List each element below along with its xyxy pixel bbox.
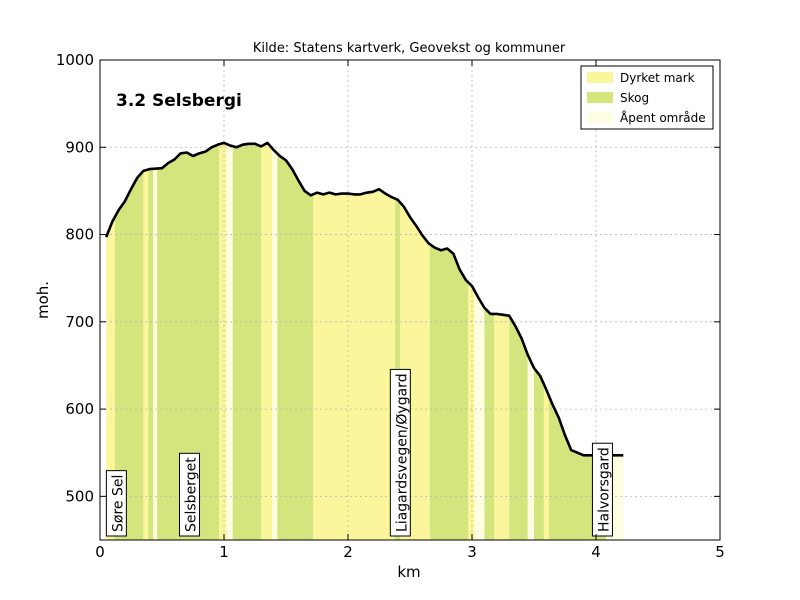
y-tick-label: 1000: [56, 51, 94, 69]
place-label-text: Søre Sel: [110, 475, 126, 532]
x-tick-label: 1: [219, 543, 229, 561]
y-tick-label: 900: [65, 138, 94, 156]
place-label-box: [591, 442, 613, 537]
landcover-band-apent: [153, 60, 158, 540]
x-tick-label: 3: [467, 543, 477, 561]
y-tick-label: 500: [65, 487, 94, 505]
place-label: Selsberget: [179, 452, 201, 537]
x-axis-label: km: [397, 563, 420, 581]
landcover-band-dyrket: [468, 60, 475, 540]
place-label: Halvorsgard: [591, 442, 613, 537]
place-label: Liagardsvegen/Øygard: [389, 368, 411, 537]
place-label-text: Selsberget: [184, 457, 200, 532]
y-tick-label: 600: [65, 400, 94, 418]
left-mask: [100, 60, 107, 540]
landcover-band-apent: [272, 60, 278, 540]
landcover-band-dyrket: [106, 60, 115, 540]
landcover-band-dyrket: [219, 60, 227, 540]
legend-label-skog: Skog: [620, 91, 649, 105]
y-axis-label: moh.: [34, 281, 52, 319]
axis-ticks: 0 1 2 3 4 5 500 600 700 800 900 1000: [56, 51, 725, 561]
x-tick-label: 5: [715, 543, 725, 561]
legend-swatch-skog: [587, 92, 613, 103]
place-labels: Søre Sel Selsberget Liagardsvegen/Øygard Ha…: [105, 368, 613, 537]
right-mask: [623, 60, 720, 540]
legend: Dyrket mark Skog Åpent område: [580, 65, 714, 130]
y-tick-label: 800: [65, 226, 94, 244]
legend-label-apent: Åpent område: [620, 110, 706, 125]
x-tick-label: 4: [591, 543, 601, 561]
place-label: Søre Sel: [105, 470, 127, 537]
chart-source-title: Kilde: Statens kartverk, Geovekst og kom…: [253, 41, 566, 56]
landcover-band-skog: [395, 60, 401, 540]
landcover-band-dyrket: [143, 60, 149, 540]
place-label-box: [179, 452, 201, 537]
place-label-box: [389, 368, 411, 537]
y-tick-label: 700: [65, 313, 94, 331]
x-tick-label: 0: [95, 543, 105, 561]
legend-swatch-dyrket: [587, 72, 613, 83]
inset-title: 3.2 Selsbergi: [116, 91, 242, 111]
place-label-text: Liagardsvegen/Øygard: [394, 373, 410, 532]
sky-mask: [106, 60, 624, 456]
place-label-text: Halvorsgard: [596, 447, 612, 532]
x-tick-label: 2: [343, 543, 353, 561]
landcover-band-dyrket: [261, 60, 273, 540]
plot-frame: [99, 59, 721, 541]
landcover-band-apent: [226, 60, 233, 540]
legend-swatch-apent: [587, 112, 613, 123]
landcover-band-skog: [148, 60, 154, 540]
place-label-box: [105, 470, 127, 537]
legend-label-dyrket: Dyrket mark: [620, 71, 695, 85]
elevation-profile-line: [104, 141, 624, 457]
